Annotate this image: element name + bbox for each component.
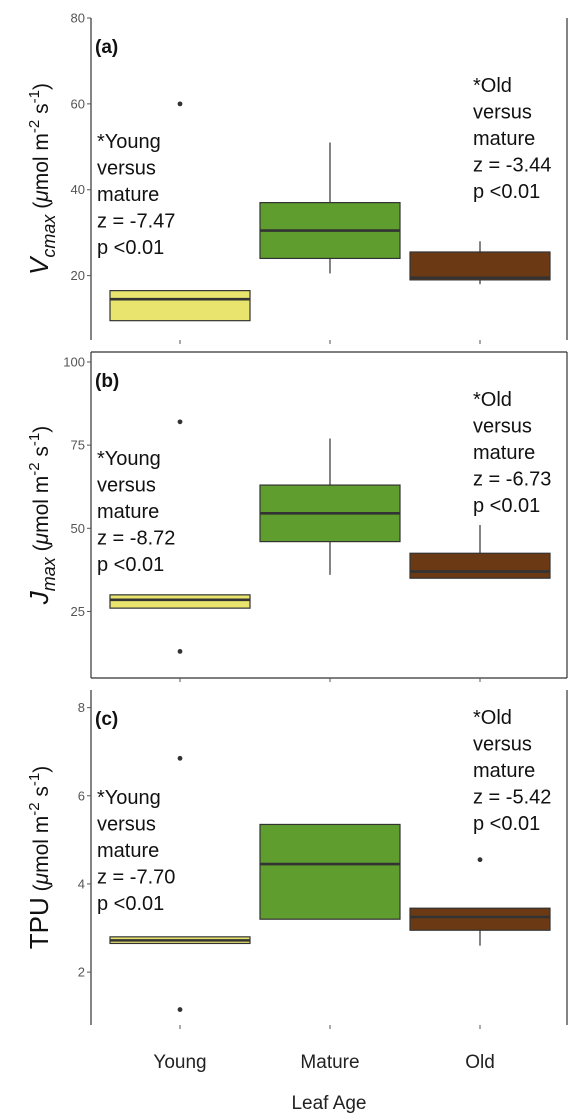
- annotation-young-vs-mature: *Young versus mature z = -7.70 p <0.01: [97, 787, 175, 915]
- y-axis-title: TPU (μmol m-2 s-1): [24, 766, 54, 950]
- outlier-point: [477, 857, 483, 863]
- box-old: [409, 241, 551, 285]
- y-tick-label: 60: [71, 96, 85, 111]
- box-iqr: [409, 907, 551, 931]
- panel-label: (a): [95, 37, 118, 58]
- panel-label: (b): [95, 371, 119, 392]
- box-iqr: [409, 251, 551, 281]
- y-tick-label: 2: [78, 965, 85, 980]
- x-tick-label-young: Young: [153, 1052, 206, 1073]
- x-axis: Young Mature Old Leaf Age: [153, 1052, 494, 1114]
- panel-3: 2 4 6 8 TPU (μmol m-2 s-1) (c) *Young versus mat…: [24, 690, 568, 1029]
- outlier-point: [177, 755, 183, 761]
- annotation-old-vs-mature: *Old versus mature z = -5.42 p <0.01: [473, 707, 551, 835]
- outlier-point: [177, 419, 183, 425]
- box-mature: [259, 823, 401, 920]
- panels-group: 20 40 60 80 Vcmax (μmol m-2 s-1) (a) *Young ver…: [24, 11, 568, 1029]
- box-young: [109, 419, 251, 654]
- y-tick-label: 4: [78, 876, 85, 891]
- box-old: [409, 524, 551, 579]
- y-tick-label: 6: [78, 788, 85, 803]
- y-tick-label: 8: [78, 700, 85, 715]
- y-tick-label: 100: [63, 354, 85, 369]
- outlier-point: [177, 1007, 183, 1012]
- y-tick-label: 40: [71, 182, 85, 197]
- annotation-old-vs-mature: *Old versus mature z = -6.73 p <0.01: [473, 389, 551, 517]
- outlier-point: [177, 648, 183, 654]
- box-mature: [259, 438, 401, 575]
- box-iqr: [109, 594, 251, 609]
- panel-2: 25 50 75 100 Jmax (μmol m-2 s-1) (b) *Young ver…: [24, 351, 568, 682]
- box-young: [109, 101, 251, 322]
- box-old: [409, 857, 551, 946]
- annotation-young-vs-mature: *Young versus mature z = -8.72 p <0.01: [97, 448, 175, 576]
- x-axis-title: Leaf Age: [291, 1093, 366, 1114]
- box-iqr: [109, 290, 251, 322]
- outlier-point: [177, 101, 183, 107]
- y-axis-title: Vcmax (μmol m-2 s-1): [24, 83, 59, 275]
- y-tick-label: 25: [71, 604, 85, 619]
- panel-1: 20 40 60 80 Vcmax (μmol m-2 s-1) (a) *Young ver…: [24, 11, 568, 344]
- panel-label: (c): [95, 709, 118, 730]
- box-young: [109, 755, 251, 1012]
- y-tick-label: 75: [71, 438, 85, 453]
- box-mature: [259, 142, 401, 274]
- y-axis-title: Jmax (μmol m-2 s-1): [24, 426, 59, 606]
- y-tick-label: 50: [71, 521, 85, 536]
- y-tick-label: 80: [71, 11, 85, 26]
- annotation-old-vs-mature: *Old versus mature z = -3.44 p <0.01: [473, 75, 551, 203]
- x-tick-label-old: Old: [465, 1052, 495, 1073]
- annotation-young-vs-mature: *Young versus mature z = -7.47 p <0.01: [97, 131, 175, 259]
- x-tick-label-mature: Mature: [300, 1052, 359, 1073]
- box-iqr: [409, 552, 551, 579]
- box-iqr: [259, 823, 401, 920]
- y-tick-label: 20: [71, 268, 85, 283]
